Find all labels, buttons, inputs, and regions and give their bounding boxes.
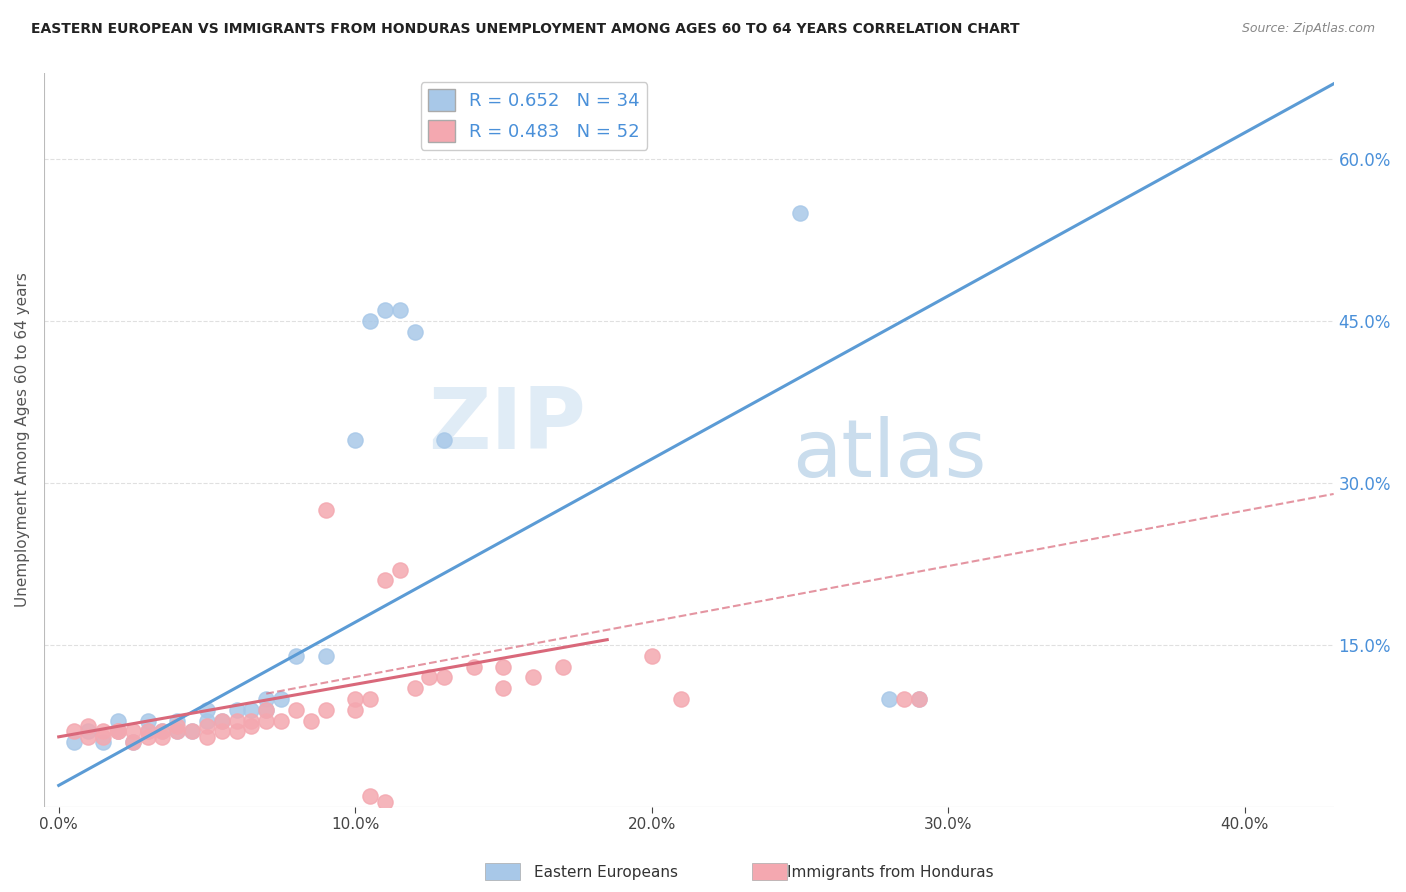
Point [136, 714, 159, 728]
Point [225, 724, 247, 739]
Point [62, 735, 84, 749]
Point [315, 503, 337, 517]
Point [211, 714, 233, 728]
Point [433, 433, 456, 447]
Point [240, 703, 263, 717]
Point [374, 303, 396, 318]
Point [789, 206, 811, 220]
Point [299, 714, 322, 728]
Point [107, 724, 129, 739]
Point [121, 735, 143, 749]
Point [225, 714, 247, 728]
Point [195, 730, 218, 744]
Point [641, 648, 664, 663]
Point [359, 692, 381, 706]
Point [181, 724, 204, 739]
Point [359, 314, 381, 328]
Point [181, 724, 204, 739]
Point [388, 303, 411, 318]
Point [62, 724, 84, 739]
Point [344, 703, 367, 717]
Point [77, 724, 100, 739]
Point [254, 703, 277, 717]
Point [907, 692, 929, 706]
Point [211, 714, 233, 728]
Text: EASTERN EUROPEAN VS IMMIGRANTS FROM HONDURAS UNEMPLOYMENT AMONG AGES 60 TO 64 YE: EASTERN EUROPEAN VS IMMIGRANTS FROM HOND… [31, 22, 1019, 37]
Point [671, 692, 693, 706]
Point [433, 670, 456, 684]
Point [284, 703, 307, 717]
Point [893, 692, 915, 706]
Point [91, 724, 114, 739]
Point [374, 574, 396, 588]
Point [166, 724, 188, 739]
Point [522, 670, 544, 684]
Y-axis label: Unemployment Among Ages 60 to 64 years: Unemployment Among Ages 60 to 64 years [15, 273, 30, 607]
Point [195, 703, 218, 717]
Point [121, 735, 143, 749]
Point [195, 714, 218, 728]
Point [404, 325, 426, 339]
Point [254, 714, 277, 728]
Point [344, 692, 367, 706]
Point [136, 730, 159, 744]
Point [225, 703, 247, 717]
Point [374, 795, 396, 809]
Point [359, 789, 381, 804]
Point [91, 730, 114, 744]
Point [270, 692, 292, 706]
Point [166, 719, 188, 733]
Point [107, 724, 129, 739]
Point [240, 719, 263, 733]
Point [91, 735, 114, 749]
Point [77, 730, 100, 744]
Point [270, 714, 292, 728]
Point [195, 719, 218, 733]
Point [121, 724, 143, 739]
Point [240, 714, 263, 728]
Point [418, 670, 440, 684]
Point [136, 724, 159, 739]
Point [136, 724, 159, 739]
Point [315, 648, 337, 663]
Point [492, 681, 515, 696]
Text: Eastern Europeans: Eastern Europeans [534, 865, 678, 880]
Point [907, 692, 929, 706]
Point [404, 681, 426, 696]
Point [284, 648, 307, 663]
Legend: R = 0.652   N = 34, R = 0.483   N = 52: R = 0.652 N = 34, R = 0.483 N = 52 [420, 82, 647, 150]
Point [107, 724, 129, 739]
Point [463, 659, 485, 673]
Point [877, 692, 900, 706]
Point [77, 719, 100, 733]
Point [107, 714, 129, 728]
Point [211, 724, 233, 739]
Point [551, 659, 574, 673]
Text: Immigrants from Honduras: Immigrants from Honduras [787, 865, 994, 880]
Point [152, 730, 174, 744]
Point [166, 714, 188, 728]
Text: ZIP: ZIP [427, 384, 585, 467]
Point [152, 724, 174, 739]
Text: atlas: atlas [792, 416, 987, 493]
Point [254, 692, 277, 706]
Point [315, 703, 337, 717]
Point [344, 433, 367, 447]
Point [492, 659, 515, 673]
Text: Source: ZipAtlas.com: Source: ZipAtlas.com [1241, 22, 1375, 36]
Point [388, 562, 411, 576]
Point [166, 724, 188, 739]
Point [152, 724, 174, 739]
Point [254, 703, 277, 717]
